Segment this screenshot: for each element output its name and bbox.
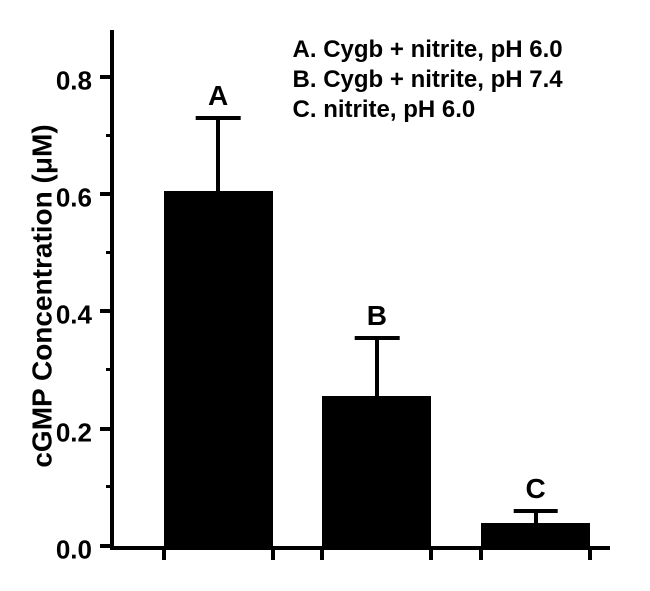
y-tick-minor — [106, 485, 114, 488]
y-tick-label: 0.4 — [56, 300, 92, 331]
bar-label: A — [208, 80, 228, 112]
error-bar-cap — [355, 336, 400, 340]
y-tick-major — [100, 192, 114, 196]
y-axis-label: cGMP Concentration (μM) — [26, 124, 58, 467]
y-tick-label: 0.0 — [56, 535, 92, 566]
x-tick — [271, 546, 275, 560]
legend-entry: B. Cygb + nitrite, pH 7.4 — [293, 66, 563, 94]
y-tick-major — [100, 75, 114, 79]
y-tick-label: 0.2 — [56, 417, 92, 448]
legend-entry: C. nitrite, pH 6.0 — [293, 96, 476, 124]
plot-area: A B C A. Cygb + nitrite, pH 6.0B. Cygb + ni… — [110, 30, 610, 550]
y-tick-minor — [106, 134, 114, 137]
bar-label: C — [525, 473, 545, 505]
y-tick-minor — [106, 251, 114, 254]
x-tick — [588, 546, 592, 560]
bar-label: B — [367, 300, 387, 332]
chart-container: cGMP Concentration (μM) A B C A. Cygb + nit… — [0, 0, 650, 591]
error-bar-cap — [196, 116, 241, 120]
error-bar-cap — [513, 509, 558, 513]
y-tick-minor — [106, 368, 114, 371]
x-tick — [479, 546, 483, 560]
y-tick-major — [100, 544, 114, 548]
bar — [164, 191, 273, 546]
x-tick — [162, 546, 166, 560]
error-bar — [375, 338, 379, 397]
y-tick-major — [100, 309, 114, 313]
bar — [322, 396, 431, 546]
x-tick — [429, 546, 433, 560]
legend-entry: A. Cygb + nitrite, pH 6.0 — [293, 36, 563, 64]
y-tick-label: 0.8 — [56, 65, 92, 96]
y-tick-label: 0.6 — [56, 183, 92, 214]
error-bar — [216, 118, 220, 191]
bar — [481, 523, 590, 546]
y-tick-major — [100, 427, 114, 431]
x-tick — [320, 546, 324, 560]
